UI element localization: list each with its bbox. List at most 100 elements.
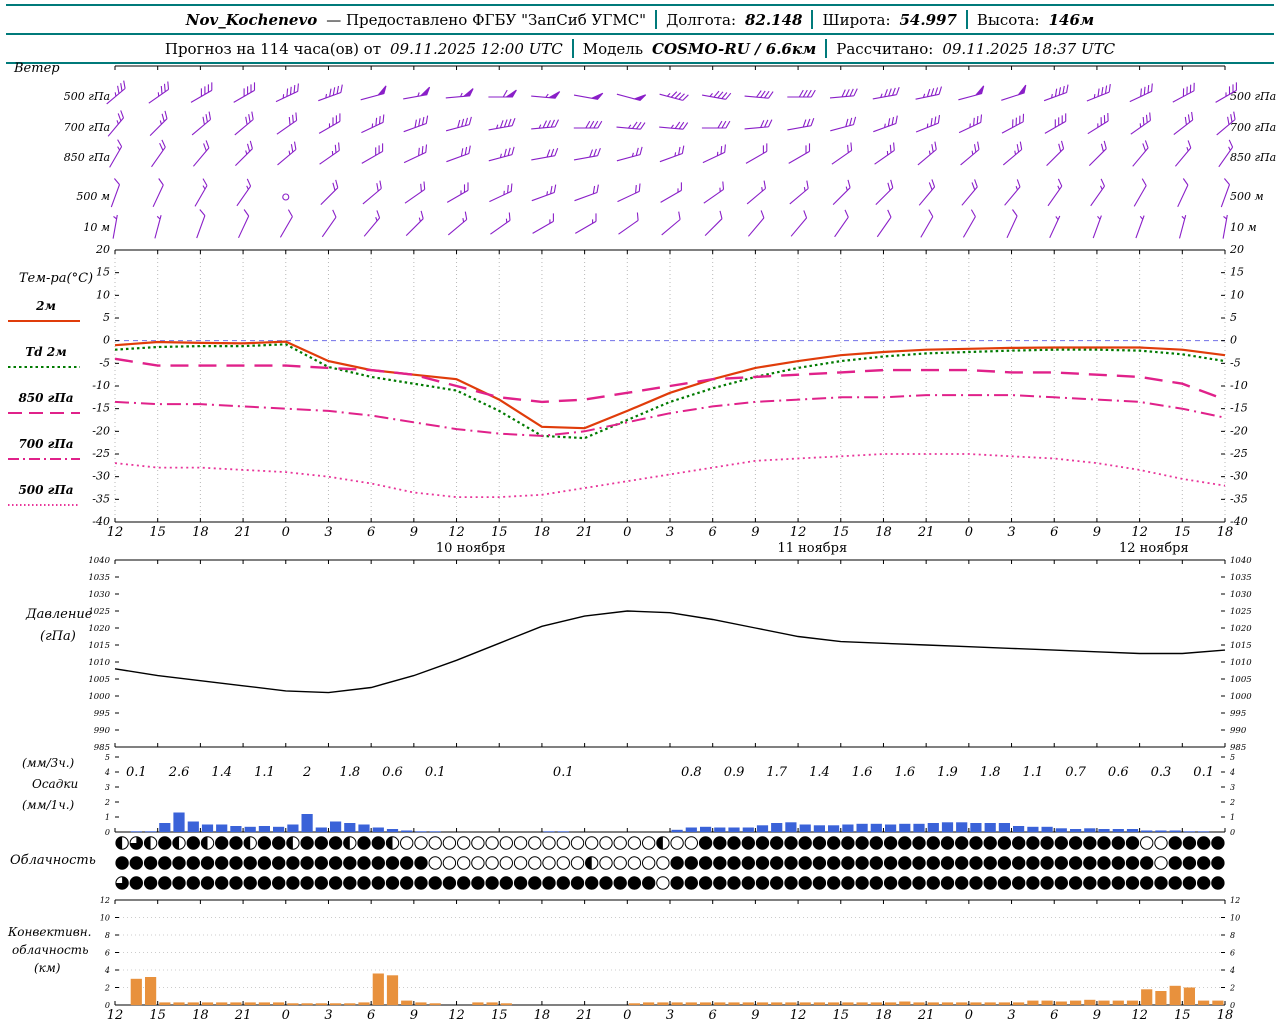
convective-bar [927,1002,939,1005]
y-tick-label: 4 [1229,768,1235,777]
convective-bar [671,1002,683,1005]
wind-barb [1172,82,1195,103]
cloud-cover-icon [1040,876,1054,890]
cloud-cover-icon [656,856,670,870]
cloud-cover-icon [471,836,485,850]
convective-bar [273,1002,285,1005]
wind-barb [233,82,256,103]
precip-bar [386,829,399,832]
cloud-cover-icon [1097,856,1111,870]
cloud-cover-icon [1040,836,1054,850]
wind-barb [829,88,858,99]
convective-bar [813,1002,825,1005]
cloud-cover-icon [229,876,243,890]
wind-barb [920,209,934,238]
legend-line-td2m [8,366,80,368]
precip-bar [671,829,683,833]
convective-bar [1126,1000,1139,1005]
wind-barb [488,146,515,162]
precip-bar [1169,830,1181,832]
wind-barb [238,209,250,239]
wind-barb [361,114,385,134]
convective-bar [1055,1001,1067,1005]
y-tick-label: 0 [105,828,110,837]
cloud-cover-icon [784,836,798,850]
wind-barb [106,80,126,105]
y-tick-label: 1030 [88,590,110,600]
precip-1h-label: (мм/1ч.) [22,798,75,812]
cloud-cover-icon [1012,836,1026,850]
convective-bar [472,1002,484,1005]
forecast-time: 09.11.2025 12:00 UTC [390,39,563,58]
cloud-cover-icon [627,856,642,870]
cloud-cover-icon [883,856,898,870]
wind-level-label-left: 700 гПа [64,121,110,134]
precip-bar [1155,830,1167,832]
y-tick-label: 990 [94,726,111,736]
cloud-cover-icon [969,876,983,890]
convective-bar [1041,1000,1053,1005]
cloud-cover-icon [642,876,656,890]
cloud-cover-icon [300,856,314,870]
wind-barb [276,112,298,135]
y-tick-label: -25 [1230,447,1248,460]
wind-barb [532,213,554,234]
y-tick-label: 8 [105,931,110,940]
cloud-cover-icon [926,836,940,850]
wind-barb [660,182,682,203]
wind-barb [489,183,513,203]
y-tick-label: 4 [104,966,110,975]
precip-3h-value: 1.4 [809,765,830,780]
convective-bar [785,1002,797,1005]
convective-bar [401,1000,413,1005]
cloud-cover-icon [599,876,613,890]
cloud-cover-icon [129,856,144,870]
cloud-cover-icon [272,876,286,890]
precip-bar [799,824,811,832]
x-tick-label: 3 [324,525,332,540]
wind-barb [531,148,559,161]
cloud-cover-icon [912,876,926,890]
wind-barb [1006,209,1018,239]
cloud-cover-icon [1168,876,1182,890]
y-tick-label: 1005 [88,675,110,685]
cloud-cover-icon [428,876,442,890]
y-tick-label: 1020 [1230,624,1252,634]
cloud-cover-icon [272,856,286,870]
cloud-cover-icon [1097,836,1111,850]
cloud-cover-icon [1197,836,1211,850]
cloud-cover-icon [343,856,357,870]
precip-bar [728,827,740,832]
cloud-cover-icon [428,836,442,850]
cloud-cover-fill [585,856,592,870]
cloud-cover-icon [1154,856,1168,870]
y-tick-label: 1 [105,813,110,822]
cloud-cover-icon [798,856,812,870]
cloud-cover-icon [1111,836,1126,850]
pressure-panel-title: Давление [26,607,93,622]
wind-barb [702,144,726,164]
cloud-cover-icon [827,836,841,850]
convective-bar [1198,1000,1210,1005]
cloud-cover-icon [1054,876,1069,890]
precip-bar [756,825,769,833]
x-tick-label: 12 [790,525,807,540]
cloud-cover-icon [613,876,627,890]
y-tick-label: 2 [1229,984,1235,993]
cloud-cover-icon [798,836,812,850]
wind-level-label-right: 850 гПа [1230,151,1276,164]
cloud-cover-icon [1054,836,1069,850]
cloud-cover-icon [855,836,869,850]
convective-title-1: Конвективн. [8,925,92,939]
wind-barb [790,210,808,237]
cloud-cover-icon [357,836,371,850]
pressure-line [114,610,1226,694]
x-tick-label: 12 [1131,525,1148,540]
precip-3h-value: 1.7 [766,765,787,780]
cloud-cover-icon [812,856,827,870]
convective-bar [1212,1000,1224,1005]
convective-bar [984,1002,996,1005]
y-tick-label: 2 [1229,798,1235,807]
cloud-cover-icon [499,836,513,850]
cloud-cover-icon [442,876,457,890]
